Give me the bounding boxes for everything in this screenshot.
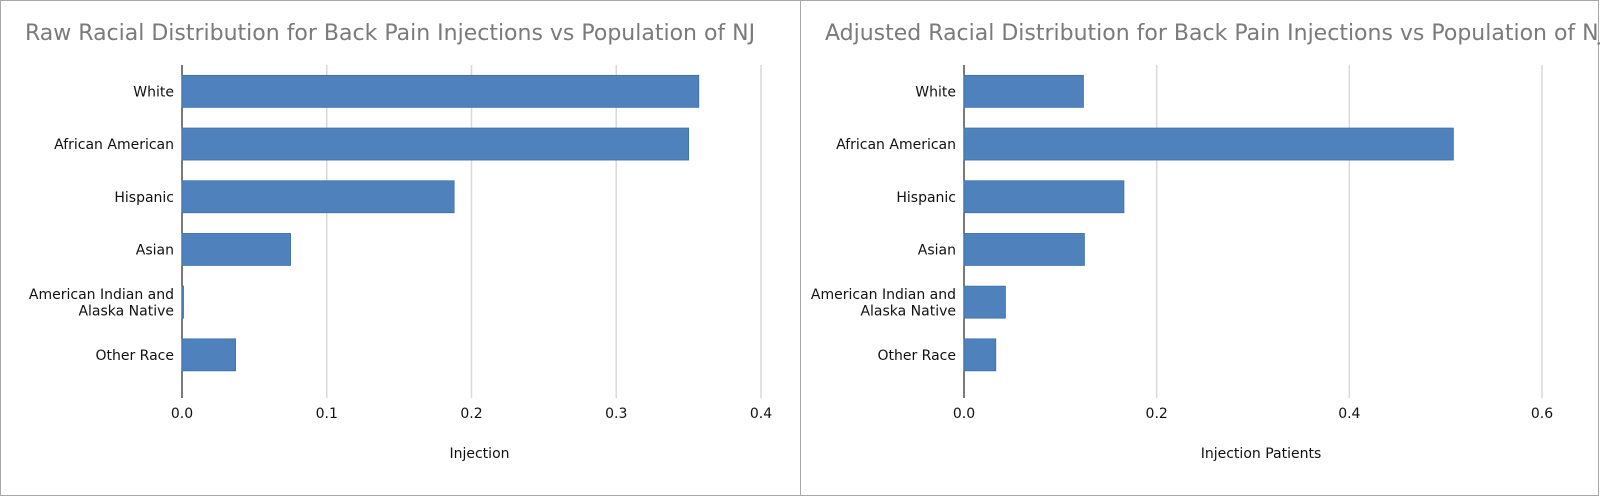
chart-title: Adjusted Racial Distribution for Back Pa… bbox=[825, 21, 1600, 46]
chart-title: Raw Racial Distribution for Back Pain In… bbox=[25, 21, 756, 46]
x-tick-label: 0.6 bbox=[1531, 406, 1553, 422]
chart-panel-raw: Raw Racial Distribution for Back Pain In… bbox=[0, 0, 801, 496]
x-tick-label: 0.1 bbox=[316, 406, 338, 422]
bar bbox=[181, 338, 236, 372]
bar bbox=[181, 74, 700, 108]
bar-chart-raw: 0.0 0.1 0.2 0.3 0.4 White African American Hisp… bbox=[29, 65, 772, 462]
category-label: White bbox=[915, 84, 956, 100]
bar bbox=[963, 338, 997, 372]
category-label: African American bbox=[54, 137, 174, 153]
x-tick-label: 0.3 bbox=[605, 406, 627, 422]
category-label: Asian bbox=[918, 242, 956, 258]
category-label: Alaska Native bbox=[860, 303, 956, 319]
x-tick-label: 0.0 bbox=[171, 406, 193, 422]
chart-panel-adjusted: Adjusted Racial Distribution for Back Pa… bbox=[800, 0, 1600, 496]
x-tick-label: 0.0 bbox=[953, 406, 975, 422]
x-tick-label: 0.2 bbox=[460, 406, 482, 422]
bar bbox=[963, 180, 1125, 214]
bar bbox=[963, 233, 1085, 266]
category-label: Hispanic bbox=[114, 190, 174, 206]
category-label: Other Race bbox=[877, 348, 956, 364]
bar-chart-adjusted: 0.0 0.2 0.4 0.6 White African American Hispani… bbox=[811, 65, 1553, 462]
category-label: American Indian and bbox=[811, 287, 956, 303]
bar bbox=[181, 127, 690, 161]
x-axis-title: Injection Patients bbox=[1201, 446, 1322, 462]
x-tick-label: 0.4 bbox=[1338, 406, 1360, 422]
x-axis-title: Injection bbox=[449, 446, 509, 462]
bar bbox=[963, 127, 1454, 161]
bar bbox=[181, 180, 455, 214]
category-label: White bbox=[133, 84, 174, 100]
bar bbox=[963, 74, 1084, 108]
category-label: Alaska Native bbox=[78, 303, 174, 319]
category-label: African American bbox=[836, 137, 956, 153]
bar bbox=[963, 285, 1006, 319]
bar bbox=[181, 233, 291, 266]
category-label: Other Race bbox=[95, 348, 174, 364]
x-tick-label: 0.4 bbox=[750, 406, 772, 422]
category-label: Asian bbox=[136, 242, 174, 258]
category-label: Hispanic bbox=[896, 190, 956, 206]
x-tick-label: 0.2 bbox=[1146, 406, 1168, 422]
category-label: American Indian and bbox=[29, 287, 174, 303]
bar bbox=[181, 285, 184, 319]
